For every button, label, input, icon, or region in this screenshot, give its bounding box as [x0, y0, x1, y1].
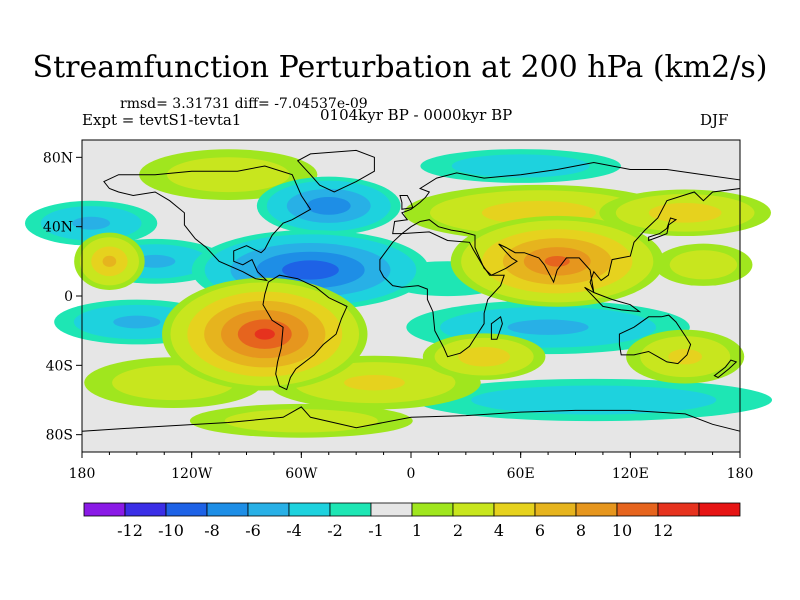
anomaly-center-1 [139, 149, 318, 201]
anomaly-center-15 [422, 333, 546, 380]
y-tick-label: 80N [43, 150, 73, 166]
experiment-label: Expt = tevtS1-tevta1 [82, 111, 242, 129]
colorbar-label: -4 [286, 521, 302, 540]
x-tick-label: 120E [612, 466, 649, 482]
contour-band [224, 409, 378, 433]
contour-band [451, 154, 590, 178]
contour-band [344, 374, 405, 391]
colorbar-swatch [288, 502, 331, 517]
contour-field [25, 140, 773, 452]
contour-band [282, 260, 339, 280]
contour-band [507, 319, 589, 335]
colorbar-label: 4 [494, 521, 504, 540]
x-tick-label: 60E [507, 466, 535, 482]
contour-band [102, 255, 117, 267]
colorbar-swatch [534, 502, 577, 517]
colorbar-swatch [411, 502, 454, 517]
chart-title: Streamfunction Perturbation at 200 hPa (… [32, 50, 768, 85]
coastline-madagascar [490, 315, 503, 340]
contour-band [648, 202, 722, 223]
contour-band [669, 250, 738, 280]
coastline-indonesia [584, 286, 642, 313]
colorbar-swatch [452, 502, 495, 517]
contour-band [72, 216, 111, 230]
y-tick-label: 80S [46, 428, 73, 444]
contour-band [254, 328, 275, 340]
coastline-antarctica [81, 406, 741, 432]
colorbar-swatch [370, 502, 413, 517]
colorbar-label: -12 [117, 521, 143, 540]
coastlines [81, 149, 741, 432]
colorbar-label: -10 [158, 521, 184, 540]
colorbar-label: 6 [535, 521, 545, 540]
x-tick-label: 180 [727, 466, 754, 482]
contour-band [113, 315, 161, 329]
colorbar-swatch [124, 502, 167, 517]
anomaly-center-6 [189, 403, 413, 438]
contour-band [134, 254, 176, 268]
colorbar-swatch [329, 502, 372, 517]
colorbar-swatch [206, 502, 249, 517]
anomaly-center-20 [162, 277, 368, 391]
colorbar: -12 -10 -8 -6 -4 -2 -1 1 2 4 6 8 10 12 [83, 502, 741, 540]
contour-band [166, 157, 290, 193]
map-axes: 180 120W 60W 0 60E 120E 180 80N 40N 0 40S 80S [43, 150, 753, 482]
anomaly-center-5 [415, 378, 773, 422]
colorbar-label: -2 [327, 521, 343, 540]
anomaly-center-7 [25, 200, 158, 246]
contour-band [471, 385, 717, 415]
colorbar-label: -6 [245, 521, 261, 540]
x-tick-label: 0 [407, 466, 416, 482]
colorbar-label: 10 [612, 521, 632, 540]
contour-band [544, 255, 570, 267]
colorbar-swatch [657, 502, 700, 517]
colorbar-swatch [493, 502, 536, 517]
anomaly-center-17 [256, 176, 401, 236]
season-label: DJF [700, 111, 729, 129]
coastline-greenland [296, 149, 375, 193]
anomaly-center-2 [420, 149, 621, 183]
colorbar-swatch [698, 502, 741, 517]
anomaly-center-16 [74, 232, 145, 290]
contour-band [306, 196, 351, 215]
stats-label: rmsd= 3.31731 diff= -7.04537e-09 [120, 96, 368, 112]
colorbar-label: 8 [576, 521, 586, 540]
x-tick-label: 60W [285, 466, 318, 482]
coastline-south-america [262, 274, 348, 391]
anomaly-center-19 [450, 215, 664, 307]
coastline-uk [399, 195, 414, 210]
colorbar-label: 1 [412, 521, 422, 540]
y-tick-label: 40S [46, 358, 73, 374]
colorbar-swatch [165, 502, 208, 517]
x-tick-label: 120W [171, 466, 213, 482]
y-tick-label: 0 [64, 289, 73, 305]
period-label: 0104kyr BP - 0000kyr BP [320, 106, 513, 124]
colorbar-swatch [247, 502, 290, 517]
anomaly-center-3 [654, 243, 753, 286]
coastline-japan [648, 217, 678, 242]
coastline-north-america [103, 165, 312, 282]
coastline-new-zealand [713, 359, 738, 379]
coastline-africa [379, 231, 505, 358]
y-tick-label: 40N [43, 220, 73, 236]
colorbar-label: 12 [653, 521, 673, 540]
colorbar-swatch [83, 502, 126, 517]
contour-band [458, 346, 511, 367]
colorbar-swatch [575, 502, 618, 517]
coastline-australia [618, 314, 692, 365]
colorbar-swatch [616, 502, 659, 517]
x-tick-label: 180 [69, 466, 96, 482]
colorbar-label: 2 [453, 521, 463, 540]
anomaly-center-14 [599, 189, 772, 237]
colorbar-label: -8 [204, 521, 220, 540]
colorbar-label: -1 [368, 521, 384, 540]
